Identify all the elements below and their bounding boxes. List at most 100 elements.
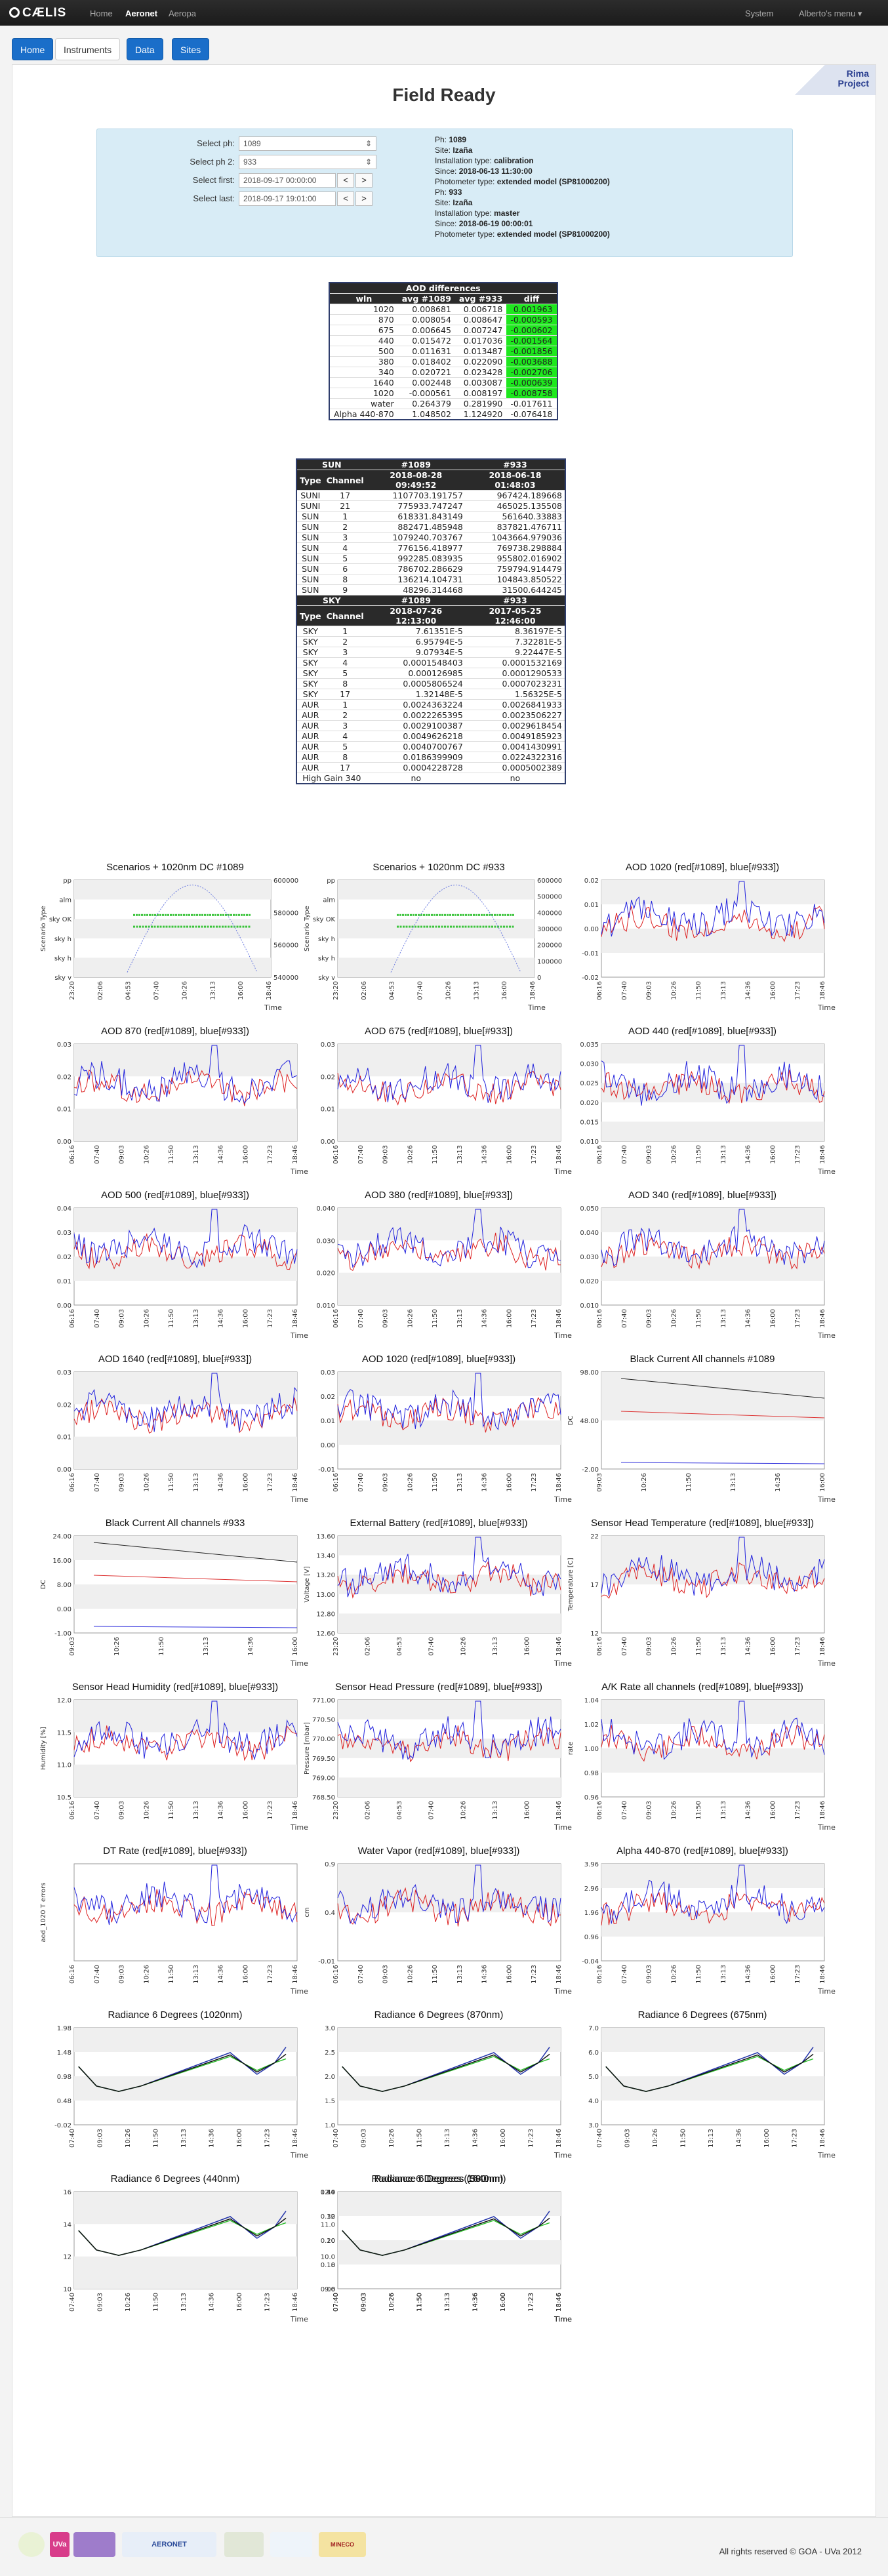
y-tick-label: -0.01	[318, 1466, 335, 1474]
table-cell: 0.0001532169	[465, 657, 565, 668]
x-tick-label: 14:36	[218, 1145, 225, 1164]
scenario-point	[133, 914, 135, 916]
x-tick-label: 10:26	[445, 981, 452, 1000]
goa-logo[interactable]	[18, 2532, 45, 2557]
x-tick-label: 10:26	[143, 1801, 150, 1820]
user-menu[interactable]: Alberto's menu ▾	[799, 9, 862, 18]
scenario-point	[435, 925, 437, 928]
scenario-point	[154, 914, 156, 916]
tab-home[interactable]: Home	[12, 38, 54, 60]
scenario-point	[236, 925, 239, 928]
chart-plot: 0.03 0.02 0.01 0.0006:16 07:40 09:03 10:26 11:5…	[321, 1041, 572, 1176]
select-ph2-select[interactable]: 933 ⇕	[239, 155, 376, 169]
scenario-point	[157, 925, 159, 928]
nav-system[interactable]: System	[745, 9, 774, 18]
y-axis-label: Voltage [V]	[304, 1566, 311, 1602]
series-line	[620, 1411, 825, 1419]
series-line	[601, 881, 825, 937]
series-line	[601, 1537, 825, 1596]
x-tick-label: 14:36	[218, 1801, 225, 1820]
y-tick-label: 10	[63, 2286, 71, 2293]
x-axis-label: Time	[554, 1331, 572, 1340]
x-tick-label: 07:40	[94, 1309, 101, 1328]
scenario-point	[420, 914, 422, 916]
x-tick-label: 11:50	[153, 2293, 160, 2312]
dc-line	[127, 884, 258, 973]
table-cell: AUR	[296, 720, 324, 731]
uva-logo[interactable]: UVa	[50, 2532, 70, 2557]
last-prev-button[interactable]: <	[337, 191, 354, 206]
y-tick-label: 0.00	[584, 926, 599, 933]
y-axis-label: DC	[567, 1416, 575, 1426]
first-prev-button[interactable]: <	[337, 173, 354, 188]
scenario-point	[180, 925, 182, 928]
y-tick-label: 0.9	[325, 1861, 335, 1868]
x-tick-label: 06:16	[69, 1965, 76, 1984]
tab-data[interactable]: Data	[127, 38, 163, 60]
table-cell: 9	[323, 584, 367, 595]
x-tick-label: 13:13	[444, 2293, 451, 2312]
select-last-input[interactable]: 2018-09-17 19:01:00	[239, 191, 336, 206]
x-tick-label: 23:20	[333, 1637, 340, 1656]
actris-logo[interactable]	[270, 2532, 312, 2557]
x-tick-label: 18:46	[292, 2293, 299, 2312]
scenario-point	[483, 914, 485, 916]
series-line	[601, 1891, 825, 1926]
scenario-point	[162, 914, 164, 916]
last-next-button[interactable]: >	[355, 191, 373, 206]
table-cell: 1043664.979036	[465, 532, 565, 543]
brand-logo[interactable]: CÆLIS	[9, 6, 66, 20]
scenario-point	[212, 914, 214, 916]
x-tick-label: 11:50	[695, 1145, 702, 1164]
y-tick-label: 11.5	[57, 1729, 71, 1737]
scenario-point	[441, 914, 443, 916]
partner-logo[interactable]	[224, 2532, 264, 2557]
y-tick-label: sky OK	[49, 916, 72, 923]
tab-sites[interactable]: Sites	[172, 38, 210, 60]
scenario-point	[212, 925, 215, 928]
x-tick-label: 13:13	[193, 1473, 200, 1492]
y-tick-label: 0.98	[57, 2074, 71, 2081]
rima-project-logo[interactable]: Rima Project	[790, 65, 876, 95]
table-cell: AUR	[296, 762, 324, 773]
x-tick-label: 16:00	[769, 1965, 777, 1984]
select-first-input[interactable]: 2018-09-17 00:00:00	[239, 173, 336, 188]
x-tick-label: 17:23	[528, 2293, 535, 2312]
table-cell: 0.018402	[397, 356, 455, 367]
table-cell: 618331.843149	[366, 511, 466, 522]
chart-title: AOD 870 (red[#1089], blue[#933])	[101, 1026, 249, 1037]
table-cell: 9.07934E-5	[366, 647, 466, 658]
y-tick-label: 0.03	[321, 1041, 335, 1049]
y-tick-label: 0.030	[580, 1061, 599, 1068]
table-cell: 0.0029618454	[465, 720, 565, 731]
mineco-logo[interactable]: MINECO	[319, 2532, 366, 2557]
tab-instruments[interactable]: Instruments ▼	[55, 38, 121, 77]
x-tick-label: 23:20	[333, 981, 340, 1000]
table-cell: 8.36197E-5	[465, 626, 565, 637]
x-tick-label: 14:36	[209, 2293, 216, 2312]
x-tick-label: 16:00	[769, 1801, 777, 1820]
scenario-point	[489, 914, 491, 916]
x-tick-label: 17:23	[267, 1145, 274, 1164]
nav-aeropa[interactable]: Aeropa	[169, 9, 196, 18]
table-cell: 6.95794E-5	[366, 636, 466, 647]
first-next-button[interactable]: >	[355, 173, 373, 188]
select-ph-select[interactable]: 1089 ⇕	[239, 136, 376, 151]
nav-aeronet[interactable]: Aeronet	[125, 9, 158, 18]
scenario-point	[210, 925, 212, 928]
chart-2: AOD 1020 (red[#1089], blue[#933]) 0.02 0.0…	[565, 862, 840, 1013]
scenario-point	[167, 914, 169, 916]
table-cell: 786702.286629	[366, 563, 466, 574]
table-row: SKY 5 0.000126985 0.0001290533	[296, 668, 565, 679]
nav-home[interactable]: Home	[90, 9, 113, 18]
chart-title: Sensor Head Humidity (red[#1089], blue[#…	[71, 1681, 279, 1693]
scenario-point	[428, 914, 430, 916]
partner-logo[interactable]	[73, 2532, 115, 2557]
series-line	[337, 1232, 561, 1272]
chart-5: AOD 440 (red[#1089], blue[#933]) 0.035 0.0…	[565, 1026, 840, 1177]
y-tick-label: 0.020	[580, 1278, 599, 1285]
x-tick-label: 13:13	[456, 1309, 464, 1328]
aeronet-logo[interactable]: AERONET	[122, 2532, 216, 2557]
